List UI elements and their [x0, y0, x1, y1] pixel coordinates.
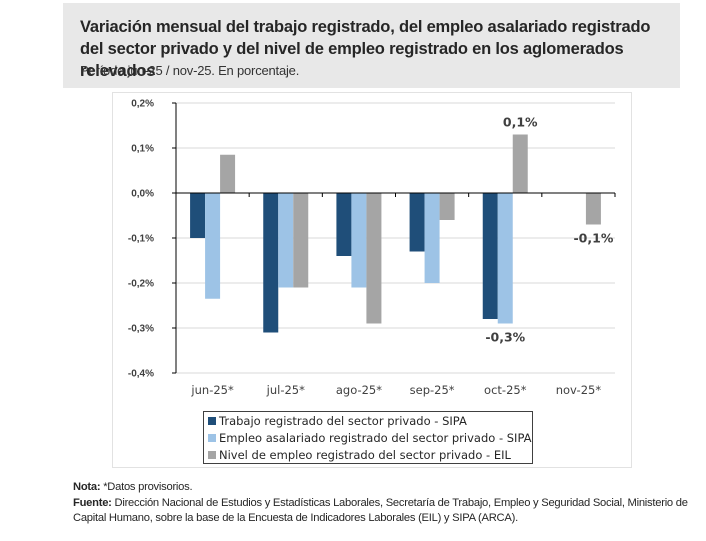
bar	[512, 134, 528, 193]
y-tick-label: -0,3%	[128, 324, 154, 335]
data-label: 0,1%	[503, 115, 538, 130]
fuente-line: Fuente: Dirección Nacional de Estudios y…	[73, 496, 703, 527]
x-tick-label: oct-25*	[484, 383, 527, 397]
legend-item: Nivel de empleo registrado del sector pr…	[208, 448, 511, 462]
legend-label: Empleo asalariado registrado del sector …	[219, 431, 532, 445]
y-tick-label: -0,2%	[128, 279, 154, 290]
y-tick-label: 0,2%	[131, 99, 154, 110]
x-tick-label: jun-25*	[190, 383, 234, 397]
y-tick-label: -0,1%	[128, 234, 154, 245]
bar	[409, 193, 425, 252]
chart-subtitle: Período jun-25 / nov-25. En porcentaje.	[80, 63, 300, 78]
legend: Trabajo registrado del sector privado - …	[203, 411, 533, 464]
legend-label: Nivel de empleo registrado del sector pr…	[219, 448, 511, 462]
nota-line: Nota: *Datos provisorios.	[73, 480, 703, 496]
data-label: -0,3%	[485, 330, 525, 345]
legend-label: Trabajo registrado del sector privado - …	[219, 414, 467, 428]
bar	[205, 193, 221, 299]
bar	[220, 154, 236, 193]
y-tick-label: 0,0%	[131, 189, 154, 200]
legend-item: Empleo asalariado registrado del sector …	[208, 431, 532, 445]
legend-item: Trabajo registrado del sector privado - …	[208, 414, 467, 428]
bar	[278, 193, 294, 288]
y-tick-label: 0,1%	[131, 144, 154, 155]
chart-title: Variación mensual del trabajo registrado…	[80, 18, 651, 80]
y-tick-label: -0,4%	[128, 369, 154, 380]
fuente-label: Fuente:	[73, 496, 112, 509]
bar	[366, 193, 382, 324]
x-tick-label: nov-25*	[556, 383, 602, 397]
bar	[263, 193, 279, 333]
bar	[424, 193, 440, 283]
x-tick-label: sep-25*	[410, 383, 455, 397]
bar	[190, 193, 206, 238]
notes: Nota: *Datos provisorios. Fuente: Direcc…	[73, 480, 703, 527]
x-tick-label: ago-25*	[336, 383, 382, 397]
data-label: -0,1%	[573, 231, 613, 246]
legend-swatch-eil	[208, 451, 216, 459]
bar	[482, 193, 498, 319]
bar	[497, 193, 513, 324]
bar	[336, 193, 352, 256]
bar	[585, 193, 601, 225]
bar	[293, 193, 309, 288]
fuente-text: Dirección Nacional de Estudios y Estadís…	[73, 496, 688, 525]
title-band: Variación mensual del trabajo registrado…	[63, 3, 680, 88]
legend-swatch-sipa-empleo	[208, 434, 216, 442]
nota-label: Nota:	[73, 481, 101, 493]
bar	[439, 193, 455, 220]
x-tick-label: jul-25*	[266, 383, 305, 397]
legend-swatch-sipa-trabajo	[208, 417, 216, 425]
nota-text: *Datos provisorios.	[100, 481, 193, 493]
bar	[351, 193, 367, 288]
